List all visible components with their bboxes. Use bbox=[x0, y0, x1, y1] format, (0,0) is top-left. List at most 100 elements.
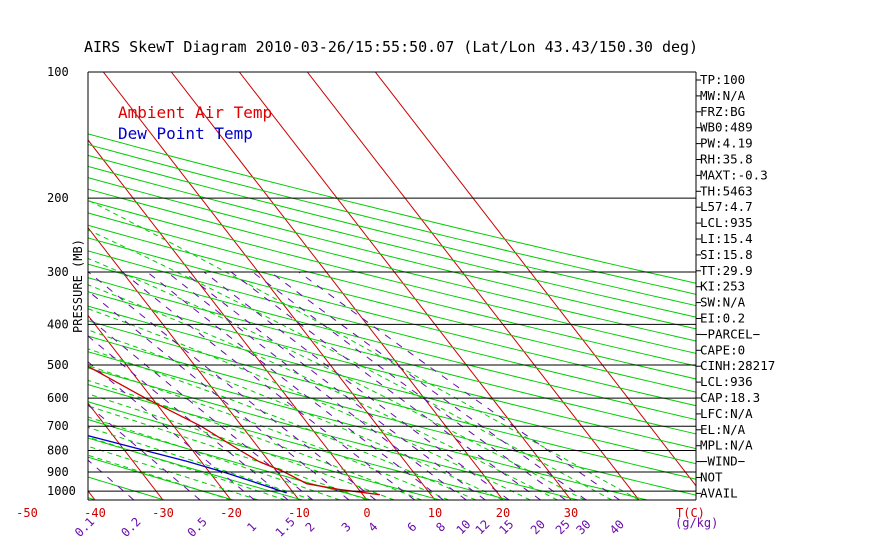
mixing-ratio-line bbox=[88, 271, 377, 500]
isotherm-line bbox=[88, 402, 164, 500]
temp-tick-label: 10 bbox=[428, 506, 442, 520]
pressure-tick-label: 500 bbox=[47, 358, 69, 372]
side-panel-item: EL:N/A bbox=[700, 422, 746, 437]
side-panel-item: TH:5463 bbox=[700, 183, 753, 198]
mixing-ratio-line bbox=[298, 271, 620, 500]
profiles bbox=[88, 365, 380, 496]
legend: Ambient Air Temp Dew Point Temp bbox=[118, 103, 272, 143]
dry-adiabat-line bbox=[88, 437, 303, 500]
side-panel-item: RH:35.8 bbox=[700, 152, 753, 167]
side-panel-item: LI:15.4 bbox=[700, 231, 753, 246]
mixing-ratio-label: 20 bbox=[528, 517, 548, 537]
mixing-ratio-line bbox=[252, 271, 566, 500]
pressure-tick-label: 600 bbox=[47, 391, 69, 405]
moist-adiabat-line bbox=[88, 445, 259, 500]
moist-adiabat-line bbox=[88, 329, 504, 500]
y-axis-label: PRESSURE (MB) bbox=[71, 239, 85, 333]
moist-adiabat-line bbox=[88, 426, 313, 500]
mixing-ratio-line bbox=[146, 271, 444, 500]
dry-adiabat-line bbox=[88, 384, 510, 500]
side-panel-item: MW:N/A bbox=[700, 88, 746, 103]
temp-tick-label: -40 bbox=[84, 506, 106, 520]
mixing-ratio-label: 6 bbox=[404, 520, 419, 535]
side-panel-item: −PARCEL− bbox=[700, 326, 760, 341]
pressure-tick-label: 800 bbox=[47, 444, 69, 458]
pressure-tick-label: 300 bbox=[47, 265, 69, 279]
pressure-tick-label: 100 bbox=[47, 65, 69, 79]
side-panel-item: LCL:936 bbox=[700, 374, 753, 389]
side-panel-item: KI:253 bbox=[700, 279, 745, 294]
mixing-ratio-label: 15 bbox=[496, 517, 516, 537]
mixing-ratio-line bbox=[270, 271, 587, 500]
side-panel-item: CAPE:0 bbox=[700, 342, 745, 357]
mixing-ratio-label: 25 bbox=[553, 517, 573, 537]
dry-adiabat-line bbox=[88, 291, 696, 450]
mixing-ratio-line bbox=[121, 271, 416, 500]
mixing-ratio-label: 0.5 bbox=[185, 515, 210, 540]
mixing-ratio-line bbox=[88, 316, 314, 500]
pressure-tick-label: 400 bbox=[47, 317, 69, 331]
side-panel-item: AVAIL bbox=[700, 485, 738, 500]
moist-adiabat-line bbox=[88, 365, 449, 500]
dry-adiabat-line bbox=[88, 143, 696, 295]
isotherm-line bbox=[306, 72, 640, 500]
pressure-tick-label: 1000 bbox=[47, 484, 76, 498]
temp-unit-label: T(C) bbox=[676, 506, 705, 520]
side-panel-item: MPL:N/A bbox=[700, 438, 753, 453]
side-panel-item: LCL:935 bbox=[700, 215, 753, 230]
side-panel-item: SI:15.8 bbox=[700, 247, 753, 262]
pressure-tick-label: 900 bbox=[47, 465, 69, 479]
dry-adiabat-line bbox=[88, 320, 696, 480]
dewpoint-profile-line bbox=[88, 435, 287, 494]
side-panel-item: EI:0.2 bbox=[700, 311, 745, 326]
isotherm-line bbox=[374, 72, 696, 487]
dry-adiabat-line bbox=[88, 212, 696, 367]
side-panel-item: FRZ:BG bbox=[700, 104, 745, 119]
mixing-ratio-line bbox=[88, 404, 201, 500]
skewt-grid bbox=[0, 72, 696, 500]
moist-adiabat-line bbox=[88, 229, 613, 500]
side-panel-item: L57:4.7 bbox=[700, 199, 753, 214]
moist-adiabat-line bbox=[88, 393, 395, 500]
dry-adiabat-line bbox=[88, 277, 696, 435]
mixing-ratio-line bbox=[88, 361, 255, 500]
mixing-ratio-line bbox=[88, 290, 350, 500]
side-panel-item: PW:4.19 bbox=[700, 136, 753, 151]
dry-adiabat-line bbox=[88, 200, 696, 354]
mixing-ratio-label: 30 bbox=[574, 517, 594, 537]
temp-tick-label: 0 bbox=[363, 506, 370, 520]
dry-adiabat-line bbox=[88, 133, 696, 284]
isotherm-line bbox=[0, 72, 27, 500]
mixing-ratio-label: 12 bbox=[473, 517, 493, 537]
moist-adiabat-line bbox=[88, 348, 477, 500]
pressure-tick-label: 700 bbox=[47, 419, 69, 433]
side-panel-item: CINH:28217 bbox=[700, 358, 775, 373]
temp-tick-label: 20 bbox=[496, 506, 510, 520]
dry-adiabat-line bbox=[88, 263, 696, 421]
mixing-ratio-label: 4 bbox=[365, 520, 380, 535]
dry-adiabat-line bbox=[88, 177, 696, 330]
isotherm-line bbox=[88, 314, 232, 500]
moist-adiabat-line bbox=[88, 199, 640, 500]
mixing-ratio-label: 3 bbox=[339, 520, 354, 535]
moist-adiabat-line bbox=[88, 436, 286, 500]
side-panel-item: TP:100 bbox=[700, 72, 745, 87]
mixing-ratio-label: 2 bbox=[303, 520, 318, 535]
mixing-ratio-label: 40 bbox=[607, 517, 627, 537]
legend-entry-temp: Ambient Air Temp bbox=[118, 103, 272, 122]
dry-adiabat-line bbox=[88, 456, 234, 500]
dry-adiabat-line bbox=[88, 188, 696, 342]
legend-entry-dewpoint: Dew Point Temp bbox=[118, 124, 253, 143]
side-panel-item: NOT bbox=[700, 470, 723, 485]
moist-adiabat-line bbox=[88, 416, 340, 500]
mixing-ratio-label: 8 bbox=[433, 520, 448, 535]
dry-adiabat-line bbox=[88, 237, 696, 393]
moist-adiabat-line bbox=[88, 257, 585, 500]
chart-title: AIRS SkewT Diagram 2010-03-26/15:55:50.0… bbox=[84, 38, 698, 56]
side-panel-item: TT:29.9 bbox=[700, 263, 753, 278]
side-panel-item: WB0:489 bbox=[700, 120, 753, 135]
side-panel-item: SW:N/A bbox=[700, 295, 746, 310]
dry-adiabat-line bbox=[88, 401, 441, 500]
